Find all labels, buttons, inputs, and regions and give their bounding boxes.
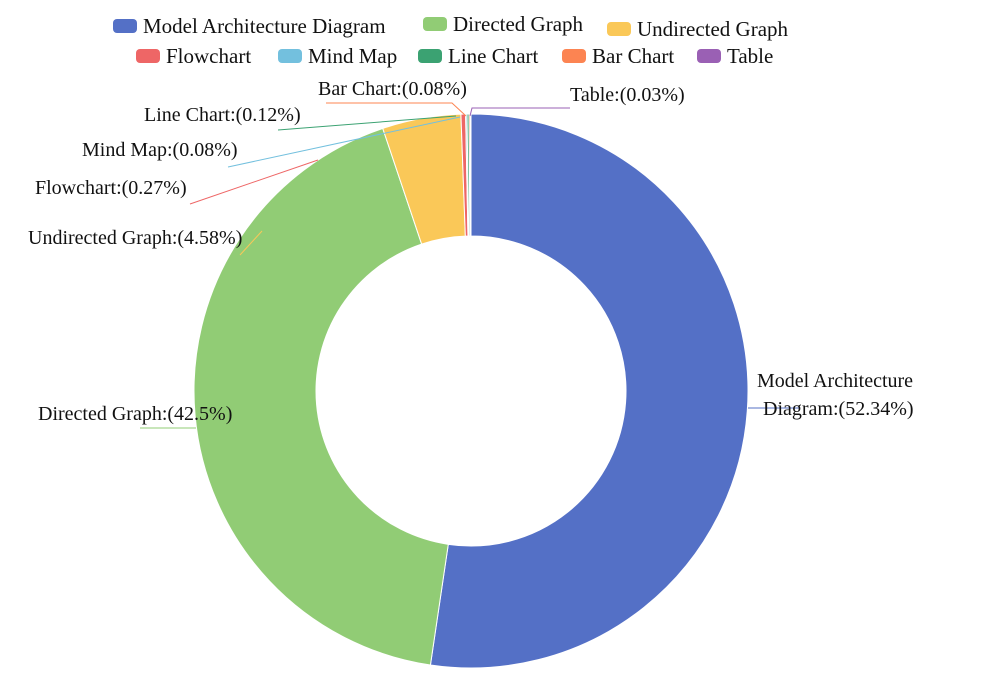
legend-item-directed-graph[interactable]: Directed Graph: [423, 12, 584, 36]
legend-swatch: [423, 17, 447, 31]
legend-item-table[interactable]: Table: [697, 44, 773, 68]
slice-label-flowchart: Flowchart:(0.27%): [35, 177, 187, 199]
legend-item-undirected-graph[interactable]: Undirected Graph: [607, 17, 789, 41]
legend-swatch: [136, 49, 160, 63]
legend-label: Flowchart: [166, 44, 251, 68]
slice-labels: Model Architecture Diagram:(52.34%) Direct…: [28, 78, 914, 425]
leader-line-table: [469, 107, 570, 117]
slice-label-model-architecture-diagram: Diagram:(52.34%): [763, 398, 914, 420]
slice-label-line-chart: Line Chart:(0.12%): [144, 104, 301, 126]
leader-line-mind-map: [227, 116, 461, 168]
leader-lines: [140, 102, 800, 429]
slice-label-directed-graph: Directed Graph:(42.5%): [38, 403, 232, 425]
legend-label: Table: [727, 44, 773, 68]
legend-item-model-architecture-diagram[interactable]: Model Architecture Diagram: [113, 14, 386, 38]
legend-item-bar-chart[interactable]: Bar Chart: [562, 44, 674, 68]
leader-line-bar-chart: [326, 102, 467, 117]
legend-swatch: [697, 49, 721, 63]
donut-slices: [193, 113, 749, 669]
legend-label: Mind Map: [308, 44, 397, 68]
slice-label-table: Table:(0.03%): [570, 84, 685, 106]
legend-swatch: [607, 22, 631, 36]
legend-swatch: [113, 19, 137, 33]
slice-directed-graph[interactable]: [193, 127, 449, 666]
slice-label-mind-map: Mind Map:(0.08%): [82, 139, 238, 161]
slice-model-architecture-diagram[interactable]: [429, 113, 749, 669]
legend-item-flowchart[interactable]: Flowchart: [136, 44, 251, 68]
leader-line-line-chart: [277, 115, 457, 131]
leader-line-undirected-graph: [239, 230, 263, 256]
slice-table[interactable]: [469, 113, 472, 237]
legend-label: Bar Chart: [592, 44, 674, 68]
leader-line-flowchart: [189, 159, 319, 205]
legend-item-mind-map[interactable]: Mind Map: [278, 44, 397, 68]
legend-label: Model Architecture Diagram: [143, 14, 386, 38]
legend-label: Undirected Graph: [637, 17, 789, 41]
legend-label: Line Chart: [448, 44, 539, 68]
slice-label-bar-chart: Bar Chart:(0.08%): [318, 78, 467, 100]
legend-swatch: [418, 49, 442, 63]
legend-item-line-chart[interactable]: Line Chart: [418, 44, 539, 68]
legend-swatch: [562, 49, 586, 63]
legend: Model Architecture Diagram Directed Graph…: [113, 12, 789, 68]
slice-label-model-architecture-diagram: Model Architecture: [757, 370, 913, 392]
legend-label: Directed Graph: [453, 12, 584, 36]
legend-swatch: [278, 49, 302, 63]
slice-label-undirected-graph: Undirected Graph:(4.58%): [28, 227, 242, 249]
